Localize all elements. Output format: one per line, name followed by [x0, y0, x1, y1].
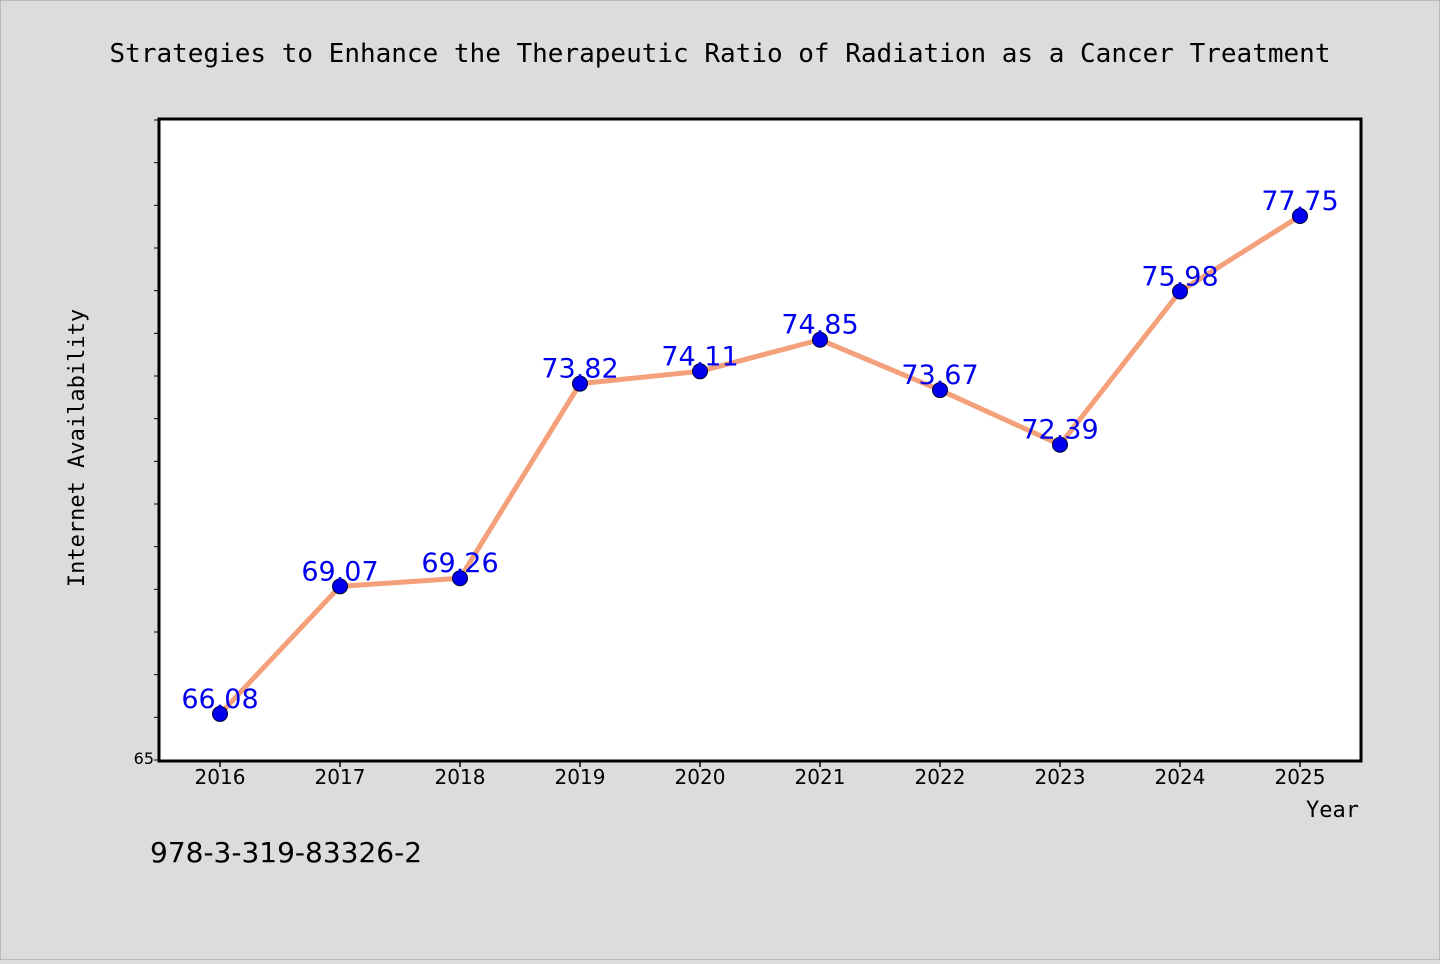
data-point [1292, 208, 1308, 224]
data-labels: 66.08 69.07 69.26 73.82 74.11 74.85 73.67 72.39… [181, 186, 1338, 715]
data-label: 73.82 [541, 354, 618, 385]
data-point [812, 331, 828, 348]
data-label: 75.98 [1141, 262, 1218, 293]
data-point [692, 363, 708, 380]
x-tick-label: 2023 [1035, 765, 1086, 789]
x-tick-label: 2022 [915, 765, 966, 789]
data-point [932, 382, 948, 399]
data-point [1052, 436, 1068, 453]
data-label: 74.11 [661, 341, 738, 372]
data-label: 73.67 [901, 360, 978, 391]
data-point [1172, 283, 1188, 300]
data-point [452, 570, 468, 587]
data-label: 66.08 [181, 684, 258, 715]
x-tick-label: 2017 [315, 765, 366, 789]
x-axis-ticks: 2016 2017 2018 2019 2020 2021 2022 2023 2024 2025 [195, 760, 1326, 789]
y-axis-ticks: 65 [134, 119, 160, 768]
data-label: 69.26 [421, 548, 498, 579]
data-label: 69.07 [301, 556, 378, 587]
x-tick-label: 2024 [1155, 765, 1206, 789]
y-tick-label: 65 [134, 749, 154, 768]
x-tick-label: 2016 [195, 765, 246, 789]
x-tick-label: 2020 [675, 765, 726, 789]
data-point [572, 375, 588, 392]
data-label: 72.39 [1021, 415, 1098, 446]
data-point [212, 705, 228, 722]
plot-area [157, 117, 1363, 763]
x-tick-label: 2018 [435, 765, 486, 789]
footer-text: 978-3-319-83326-2 [150, 836, 422, 869]
data-point [332, 578, 348, 595]
data-label: 77.75 [1261, 186, 1338, 217]
data-markers [212, 208, 1308, 722]
chart-title: Strategies to Enhance the Therapeutic Ra… [110, 39, 1331, 69]
series-line-group [217, 213, 1303, 717]
x-tick-label: 2019 [555, 765, 606, 789]
x-tick-label: 2021 [795, 765, 846, 789]
x-axis-label: Year [1306, 798, 1359, 823]
series-line [217, 213, 1303, 717]
y-axis-label: Internet Availability [65, 309, 90, 587]
data-label: 74.85 [781, 310, 858, 341]
x-tick-label: 2025 [1275, 765, 1326, 789]
